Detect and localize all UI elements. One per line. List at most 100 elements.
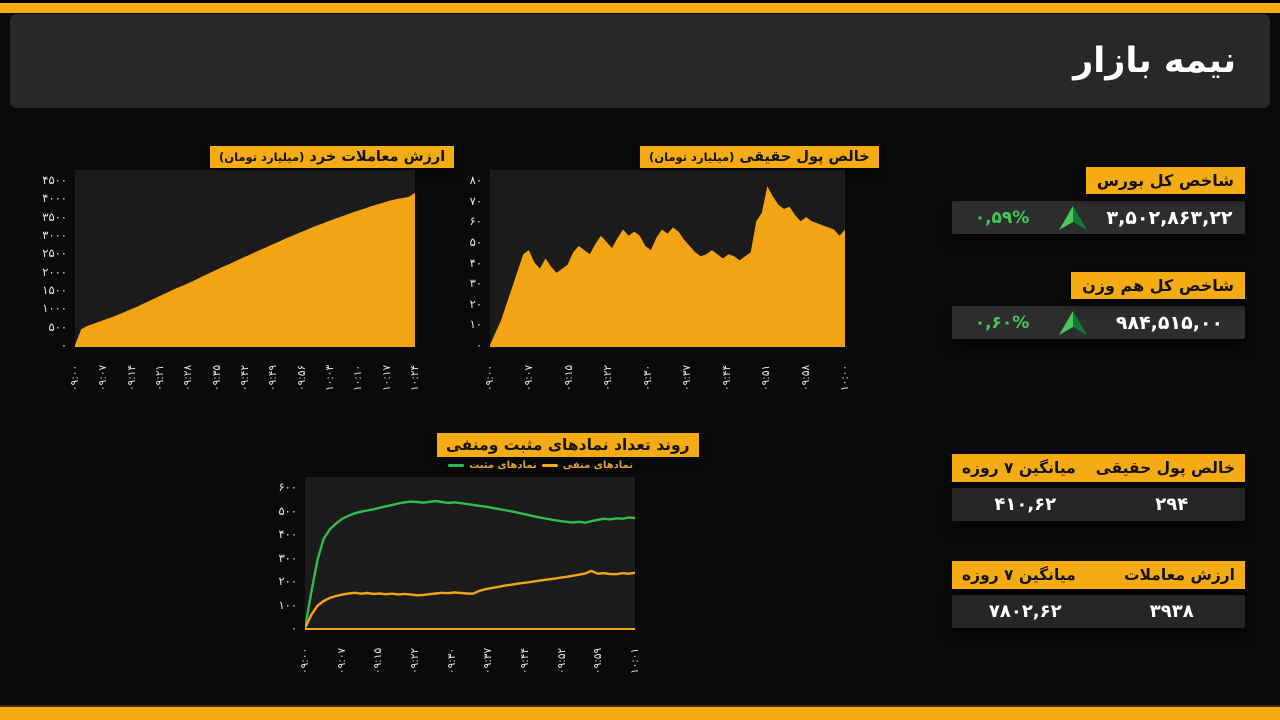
x-axis-tick-label: ۰۹:۵۸ bbox=[799, 364, 812, 391]
y-axis-tick-label: ۳۰ bbox=[469, 276, 482, 291]
net-real-money-chart: ۸۰ ۷۰ ۶۰ ۵۰ ۴۰ ۳۰ ۲۰ ۱۰ ۰ ۰۹:۰۰ ۰۹:۰۷ ۰۹:۱۵ ۰۹:۲۲ ۰۹… bbox=[470, 170, 851, 391]
stat-card-values: ۷۸۰۲,۶۲ ۳۹۳۸ bbox=[952, 595, 1245, 628]
equal-weight-index-card: شاخص کل هم وزن ۰,۶۰% ۹۸۴,۵۱۵,۰۰ bbox=[952, 272, 1245, 339]
x-axis-tick-label: ۱۰:۱۰ bbox=[352, 364, 365, 391]
x-axis-tick-label: ۰۹:۳۰ bbox=[445, 647, 458, 674]
top-black-line bbox=[0, 0, 1280, 3]
y-axis-tick-label: ۸۰ bbox=[469, 173, 482, 187]
retail-trade-value-chart: ۴۵۰۰ ۴۰۰۰ ۳۵۰۰ ۳۰۰۰ ۲۵۰۰ ۲۰۰۰ ۱۵۰۰ ۱۰۰۰ ۵۰۰ ۰ ۰۹:… bbox=[42, 170, 421, 391]
stat-value: ۳۹۳۸ bbox=[1149, 601, 1194, 622]
y-axis-tick-label: ۲۰ bbox=[469, 296, 482, 311]
x-axis-labels: ۰۹:۰۰ ۰۹:۰۷ ۰۹:۱۵ ۰۹:۲۲ ۰۹:۳۰ ۰۹:۳۷ ۰۹:۴۴ ۰۹:۵۲… bbox=[299, 630, 641, 680]
x-axis-tick-label: ۰۹:۳۷ bbox=[681, 364, 694, 391]
x-axis-tick-label: ۰۹:۳۵ bbox=[210, 364, 223, 391]
change-percent: ۰,۶۰% bbox=[974, 312, 1030, 333]
chart-unit: (میلیارد تومان) bbox=[649, 150, 735, 164]
stat-title: ارزش معاملات bbox=[1123, 566, 1235, 584]
stat-subtitle: میانگین ۷ روزه bbox=[962, 459, 1076, 477]
x-axis-tick-label: ۰۹:۰۷ bbox=[523, 364, 536, 391]
y-axis-tick-label: ۴۰۰۰ bbox=[42, 191, 67, 206]
total-index-title-badge: شاخص کل بورس bbox=[1085, 167, 1245, 194]
x-axis-tick-label: ۰۹:۲۱ bbox=[154, 364, 166, 391]
y-axis-tick-label: ۶۰ bbox=[469, 214, 482, 229]
y-axis-tick-label: ۱۰ bbox=[469, 317, 482, 332]
index-value: ۳,۵۰۲,۸۶۳,۲۲ bbox=[1106, 206, 1233, 229]
symbols-trend-chart: نمادهای مثبت نمادهای منفی ۶۰۰ ۵۰۰ ۴۰۰ ۳۰۰ ۲۰… bbox=[278, 460, 641, 674]
chart-unit: (میلیارد تومان) bbox=[219, 150, 305, 164]
line-chart-canvas bbox=[305, 499, 635, 630]
y-axis-tick-label: ۴۰۰ bbox=[278, 527, 297, 541]
stat-value: ۲۹۴ bbox=[1155, 494, 1189, 515]
negative-series-label: نمادهای منفی bbox=[562, 460, 633, 471]
retail-trade-value-chart-title-badge: ارزش معاملات خرد (میلیارد تومان) bbox=[210, 146, 455, 168]
y-axis-tick-label: ۳۰۰۰ bbox=[42, 227, 67, 242]
x-axis-labels: ۰۹:۰۰ ۰۹:۰۷ ۰۹:۱۴ ۰۹:۲۱ ۰۹:۲۸ ۰۹:۳۵ ۰۹:۴۲ ۰۹:۴۹… bbox=[69, 347, 421, 397]
x-axis-tick-label: ۰۹:۰۰ bbox=[69, 364, 81, 391]
stat-card-values: ۴۱۰,۶۲ ۲۹۴ bbox=[952, 488, 1245, 521]
x-axis-tick-label: ۱۰:۲۴ bbox=[409, 364, 421, 391]
stat-card-header: میانگین ۷ روزه ارزش معاملات bbox=[952, 561, 1245, 589]
page-title: نیمه بازار bbox=[1073, 41, 1236, 81]
x-axis-tick-label: ۰۹:۱۵ bbox=[372, 647, 385, 674]
top-orange-strip bbox=[0, 3, 1280, 13]
equal-weight-index-value-bar: ۰,۶۰% ۹۸۴,۵۱۵,۰۰ bbox=[952, 306, 1245, 339]
change-percent: ۰,۵۹% bbox=[974, 207, 1030, 228]
y-axis-tick-label: ۵۰ bbox=[469, 234, 482, 249]
y-axis-tick-label: ۷۰ bbox=[469, 193, 482, 208]
y-axis-tick-label: ۵۰۰ bbox=[48, 319, 67, 334]
index-value: ۹۸۴,۵۱۵,۰۰ bbox=[1115, 311, 1224, 334]
y-axis-tick-label: ۰ bbox=[60, 337, 67, 352]
card-title: شاخص کل هم وزن bbox=[1082, 276, 1234, 295]
positive-series-swatch-icon bbox=[448, 464, 465, 467]
y-axis-tick-label: ۳۵۰۰ bbox=[42, 209, 67, 224]
x-axis-tick-label: ۱۰:۰۱ bbox=[629, 647, 641, 674]
x-axis-tick-label: ۰۹:۴۲ bbox=[239, 364, 251, 391]
x-axis-tick-label: ۰۹:۳۷ bbox=[482, 647, 495, 674]
x-axis-tick-label: ۰۹:۵۹ bbox=[592, 647, 605, 674]
y-axis-tick-label: ۳۰۰ bbox=[278, 550, 297, 565]
x-axis-tick-label: ۰۹:۲۸ bbox=[182, 364, 195, 391]
total-index-card: شاخص کل بورس ۰,۵۹% ۳,۵۰۲,۸۶۳,۲۲ bbox=[952, 167, 1245, 234]
up-arrow-icon bbox=[1052, 310, 1094, 336]
header-panel: نیمه بازار bbox=[10, 14, 1270, 108]
y-axis-tick-label: ۰ bbox=[475, 338, 482, 352]
card-title: شاخص کل بورس bbox=[1096, 171, 1234, 190]
x-axis-tick-label: ۰۹:۲۲ bbox=[409, 647, 421, 674]
y-axis-tick-label: ۱۵۰۰ bbox=[42, 282, 67, 297]
chart-legend: نمادهای مثبت نمادهای منفی bbox=[448, 460, 633, 471]
bottom-orange-strip bbox=[0, 707, 1280, 720]
x-axis-tick-label: ۰۹:۵۶ bbox=[295, 364, 308, 391]
x-axis-tick-label: ۰۹:۴۴ bbox=[720, 364, 733, 391]
line-series bbox=[305, 569, 635, 629]
x-axis-tick-label: ۰۹:۱۴ bbox=[125, 364, 138, 391]
x-axis-tick-label: ۰۹:۰۷ bbox=[335, 647, 348, 674]
x-axis-tick-label: ۰۹:۰۷ bbox=[97, 364, 110, 391]
x-axis-tick-label: ۰۹:۴۴ bbox=[519, 647, 531, 674]
chart-title: روند تعداد نمادهای مثبت ومنفی bbox=[446, 436, 690, 454]
net-real-money-stat-card: میانگین ۷ روزه خالص پول حقیقی ۴۱۰,۶۲ ۲۹۴ bbox=[952, 454, 1245, 521]
y-axis-tick-label: ۲۰۰ bbox=[278, 574, 297, 588]
total-index-value-bar: ۰,۵۹% ۳,۵۰۲,۸۶۳,۲۲ bbox=[952, 201, 1245, 234]
y-axis-tick-label: ۴۰ bbox=[469, 255, 482, 270]
bottom-dark-line bbox=[0, 705, 1280, 707]
x-axis-tick-label: ۰۹:۳۰ bbox=[641, 364, 654, 391]
y-axis-tick-label: ۴۵۰۰ bbox=[42, 173, 67, 187]
up-arrow-icon bbox=[1052, 205, 1094, 231]
x-axis-tick-label: ۰۹:۴۹ bbox=[267, 364, 280, 391]
x-axis-tick-label: ۰۹:۵۲ bbox=[555, 647, 568, 674]
y-axis-labels: ۴۵۰۰ ۴۰۰۰ ۳۵۰۰ ۳۰۰۰ ۲۵۰۰ ۲۰۰۰ ۱۵۰۰ ۱۰۰۰ ۵۰۰ ۰ bbox=[42, 173, 67, 352]
y-axis-tick-label: ۰ bbox=[290, 621, 297, 635]
chart-title: خالص پول حقیقی bbox=[739, 149, 870, 165]
y-axis-tick-label: ۶۰۰ bbox=[278, 480, 297, 494]
y-axis-tick-label: ۱۰۰ bbox=[278, 597, 297, 612]
area-chart-canvas bbox=[490, 186, 845, 347]
stat-subtitle: میانگین ۷ روزه bbox=[962, 566, 1076, 584]
stat-card-header: میانگین ۷ روزه خالص پول حقیقی bbox=[952, 454, 1245, 482]
trade-value-stat-card: میانگین ۷ روزه ارزش معاملات ۷۸۰۲,۶۲ ۳۹۳۸ bbox=[952, 561, 1245, 628]
y-axis-tick-label: ۵۰۰ bbox=[278, 503, 297, 518]
net-real-money-chart-title-badge: خالص پول حقیقی (میلیارد تومان) bbox=[640, 146, 879, 168]
x-axis-tick-label: ۰۹:۵۱ bbox=[760, 364, 773, 391]
x-axis-tick-label: ۱۰:۰۰ bbox=[839, 364, 851, 391]
x-axis-tick-label: ۰۹:۰۰ bbox=[484, 364, 496, 391]
